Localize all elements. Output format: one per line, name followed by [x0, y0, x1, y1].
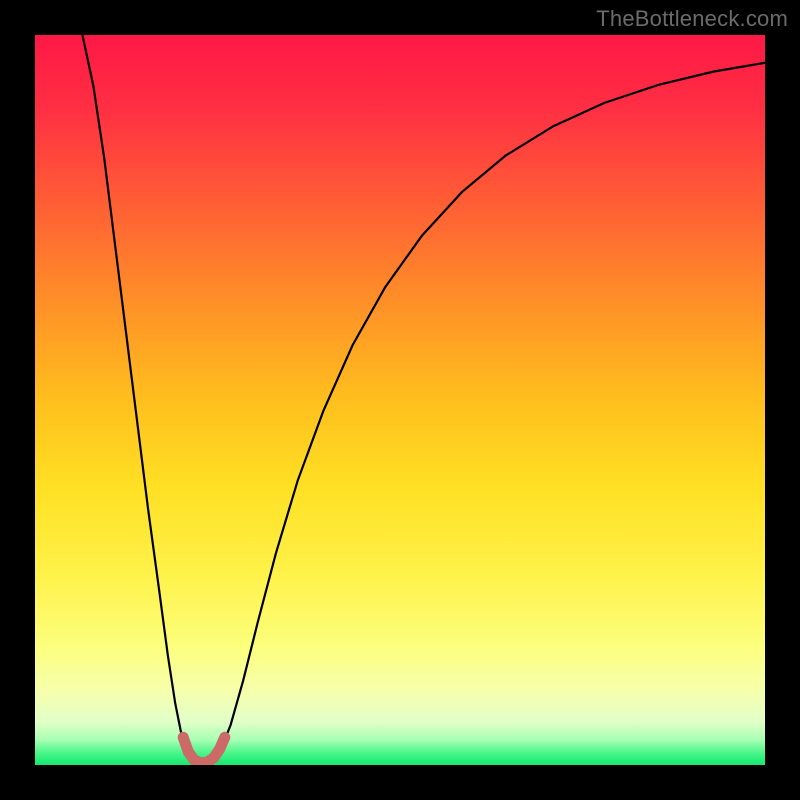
plot-area — [35, 35, 765, 765]
chart-container: TheBottleneck.com — [0, 0, 800, 800]
watermark-text: TheBottleneck.com — [596, 6, 788, 32]
bottleneck-curve — [82, 35, 765, 763]
min-marker — [183, 737, 225, 763]
curve-layer — [35, 35, 765, 765]
